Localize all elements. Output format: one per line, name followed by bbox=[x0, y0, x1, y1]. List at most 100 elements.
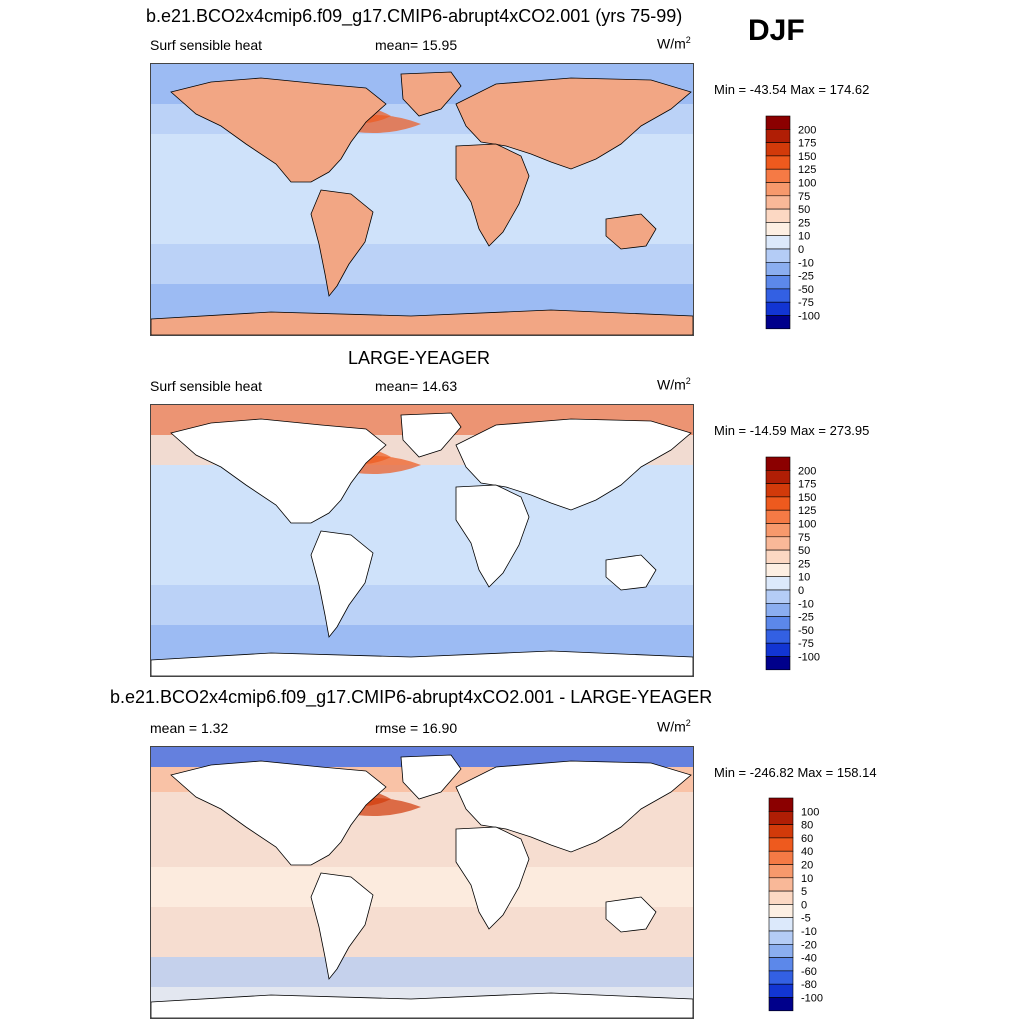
colorbar-tick-label: 80 bbox=[801, 820, 813, 832]
panel2-colorbar: 200 175 150 125 100 75 50 25 10 0 -10 -25 -50 -75 -100 bbox=[765, 456, 836, 674]
colorbar-swatch bbox=[765, 456, 791, 471]
colorbar-tick-label: 0 bbox=[801, 899, 807, 911]
panel2-title: LARGE-YEAGER bbox=[348, 348, 491, 368]
colorbar-tick-label: 175 bbox=[798, 479, 816, 491]
colorbar-swatch bbox=[768, 917, 794, 932]
colorbar-swatch bbox=[765, 182, 791, 197]
continent-outline bbox=[455, 143, 530, 247]
map-svg bbox=[151, 405, 693, 676]
colorbar-tick-label: 100 bbox=[798, 519, 816, 531]
continent-outline bbox=[170, 760, 387, 866]
colorbar-swatch bbox=[765, 536, 791, 551]
continent-outline bbox=[170, 418, 387, 524]
colorbar-swatch bbox=[765, 470, 791, 484]
panel2-map bbox=[150, 404, 694, 677]
map-svg bbox=[151, 64, 693, 335]
colorbar-swatch bbox=[765, 288, 791, 303]
colorbar-tick-label: 0 bbox=[798, 585, 804, 597]
colorbar-swatch bbox=[768, 864, 794, 879]
colorbar-swatch bbox=[768, 930, 794, 945]
colorbar-tick-label: -40 bbox=[801, 953, 817, 965]
colorbar-tick-label: -75 bbox=[798, 638, 814, 650]
colorbar-swatch bbox=[765, 563, 791, 578]
continent-outline bbox=[455, 826, 530, 930]
colorbar-swatch bbox=[765, 115, 791, 130]
colorbar-tick-label: 100 bbox=[798, 178, 816, 190]
continent-outline bbox=[310, 189, 374, 297]
map-svg bbox=[151, 747, 693, 1018]
colorbar-tick-label: 150 bbox=[798, 151, 816, 163]
panel3-units: W/m2 bbox=[657, 718, 691, 735]
panel1-title: b.e21.BCO2x4cmip6.f09_g17.CMIP6-abrupt4x… bbox=[146, 6, 683, 26]
continent-outline bbox=[151, 309, 693, 335]
continent-outline bbox=[170, 77, 387, 183]
colorbar-swatch bbox=[768, 957, 794, 972]
colorbar-swatch bbox=[765, 248, 791, 263]
colorbar-tick-label: -50 bbox=[798, 625, 814, 637]
colorbar-tick-label: 25 bbox=[798, 558, 810, 570]
colorbar-tick-label: 60 bbox=[801, 833, 813, 845]
colorbar-tick-label: 40 bbox=[801, 846, 813, 858]
colorbar-swatch bbox=[768, 944, 794, 958]
colorbar-tick-label: 150 bbox=[798, 492, 816, 504]
colorbar-swatch bbox=[765, 523, 791, 538]
panel2-mean-label: mean= 14.63 bbox=[375, 378, 458, 394]
colorbar-swatch bbox=[768, 904, 794, 919]
colorbar-swatch bbox=[765, 576, 791, 591]
panel1-variable-label: Surf sensible heat bbox=[150, 37, 263, 53]
colorbar-swatch bbox=[768, 997, 794, 1012]
panel3-map bbox=[150, 746, 694, 1019]
colorbar-swatch bbox=[765, 168, 791, 183]
continent-outline bbox=[400, 412, 462, 458]
latitude-band bbox=[151, 244, 693, 284]
panel1-colorbar: 200 175 150 125 100 75 50 25 10 0 -10 -25 -50 -75 -100 bbox=[765, 115, 836, 333]
colorbar-tick-label: 10 bbox=[798, 231, 810, 243]
panel2-variable-label: Surf sensible heat bbox=[150, 378, 263, 394]
colorbar-tick-label: -100 bbox=[798, 311, 820, 323]
colorbar-swatch bbox=[765, 275, 791, 290]
continent-outline bbox=[151, 992, 693, 1018]
colorbar-swatch bbox=[768, 983, 794, 998]
colorbar-swatch bbox=[765, 483, 791, 498]
colorbar-swatch bbox=[768, 877, 794, 892]
colorbar-swatch bbox=[768, 811, 794, 825]
panel1-minmax: Min = -43.54 Max = 174.62 bbox=[714, 82, 870, 97]
colorbar-tick-label: 200 bbox=[798, 465, 816, 477]
season-label: DJF bbox=[748, 14, 805, 47]
colorbar-swatch bbox=[765, 603, 791, 617]
panel3-colorbar: 100 80 60 40 20 10 5 0 -5 -10 -20 -40 -60 -80 -100 bbox=[768, 797, 839, 1015]
colorbar-swatch bbox=[768, 797, 794, 812]
colorbar-swatch bbox=[765, 549, 791, 564]
continent-outline bbox=[605, 554, 657, 591]
colorbar-tick-label: -50 bbox=[798, 284, 814, 296]
colorbar-swatch bbox=[765, 496, 791, 511]
colorbar-tick-label: -10 bbox=[798, 257, 814, 269]
colorbar-tick-label: 10 bbox=[801, 873, 813, 885]
colorbar-swatch bbox=[768, 837, 794, 852]
panel3-minmax: Min = -246.82 Max = 158.14 bbox=[714, 765, 877, 780]
colorbar-swatch bbox=[765, 509, 791, 524]
continent-outline bbox=[605, 896, 657, 933]
colorbar-tick-label: 75 bbox=[798, 532, 810, 544]
colorbar-tick-label: -20 bbox=[801, 939, 817, 951]
colorbar-swatch bbox=[765, 235, 791, 250]
latitude-band bbox=[151, 585, 693, 625]
colorbar-swatch bbox=[765, 301, 791, 316]
colorbar-tick-label: -75 bbox=[798, 297, 814, 309]
continent-outline bbox=[455, 484, 530, 588]
colorbar-swatch bbox=[765, 155, 791, 170]
colorbar-tick-label: 100 bbox=[801, 806, 819, 818]
colorbar-swatch bbox=[768, 890, 794, 905]
colorbar-tick-label: 125 bbox=[798, 505, 816, 517]
colorbar-swatch bbox=[765, 222, 791, 237]
colorbar-swatch bbox=[765, 195, 791, 210]
panel3-title: b.e21.BCO2x4cmip6.f09_g17.CMIP6-abrupt4x… bbox=[110, 687, 713, 707]
colorbar-tick-label: 0 bbox=[798, 244, 804, 256]
colorbar-tick-label: 50 bbox=[798, 204, 810, 216]
colorbar-tick-label: 75 bbox=[798, 191, 810, 203]
colorbar-tick-label: -10 bbox=[801, 926, 817, 938]
panel1-units: W/m2 bbox=[657, 35, 691, 52]
colorbar-swatch bbox=[765, 589, 791, 604]
